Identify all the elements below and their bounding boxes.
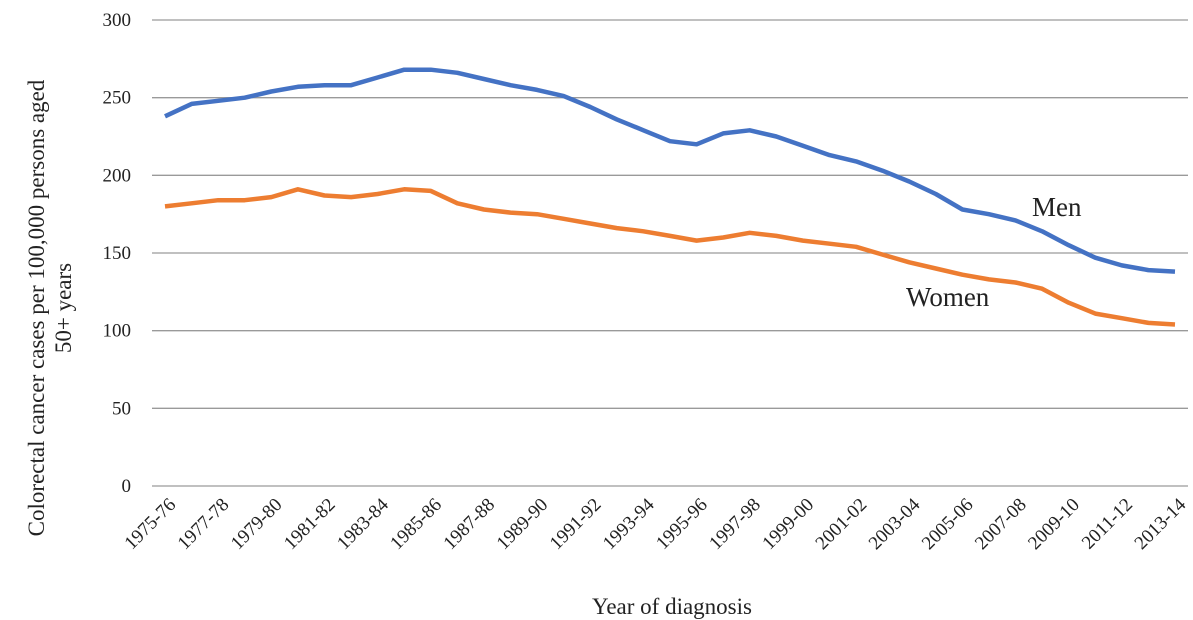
- x-tick-label: 1991-92: [546, 494, 606, 554]
- y-tick-label: 0: [122, 476, 132, 497]
- x-tick-label: 2013-14: [1131, 494, 1191, 554]
- x-tick-label: 1987-88: [440, 494, 500, 554]
- x-tick-label: 2011-12: [1078, 494, 1137, 553]
- x-tick-label: 1981-82: [280, 494, 340, 554]
- x-tick-label: 1997-98: [705, 494, 765, 554]
- series-label: Women: [906, 282, 990, 312]
- y-tick-label: 100: [103, 321, 132, 342]
- x-tick-label: 1983-84: [333, 494, 393, 554]
- y-tick-label: 250: [103, 88, 132, 109]
- y-axis-label: 50+ years: [51, 263, 76, 353]
- x-tick-label: 1993-94: [599, 494, 659, 554]
- x-tick-label: 1975-76: [121, 494, 181, 554]
- x-tick-label: 1977-78: [174, 494, 234, 554]
- x-tick-label: 2005-06: [918, 494, 978, 554]
- x-tick-label: 2001-02: [812, 494, 872, 554]
- line-series: [164, 67, 1176, 274]
- y-tick-label: 50: [112, 398, 131, 419]
- y-tick-label: 200: [103, 165, 132, 186]
- line-series: [164, 187, 1176, 327]
- x-tick-label: 2003-04: [865, 494, 925, 554]
- x-tick-label: 1989-90: [493, 494, 553, 554]
- x-tick-label: 1995-96: [652, 494, 712, 554]
- series-label: Men: [1032, 192, 1082, 222]
- x-tick-label: 1999-00: [758, 494, 818, 554]
- x-axis-label: Year of diagnosis: [592, 594, 752, 619]
- x-tick-label: 1985-86: [386, 494, 446, 554]
- y-tick-label: 150: [103, 243, 132, 264]
- x-tick-label: 2007-08: [971, 494, 1031, 554]
- y-tick-label: 300: [103, 10, 132, 31]
- x-tick-label: 1979-80: [227, 494, 287, 554]
- x-tick-label: 2009-10: [1024, 494, 1084, 554]
- y-axis-label: Colorectal cancer cases per 100,000 pers…: [24, 79, 49, 536]
